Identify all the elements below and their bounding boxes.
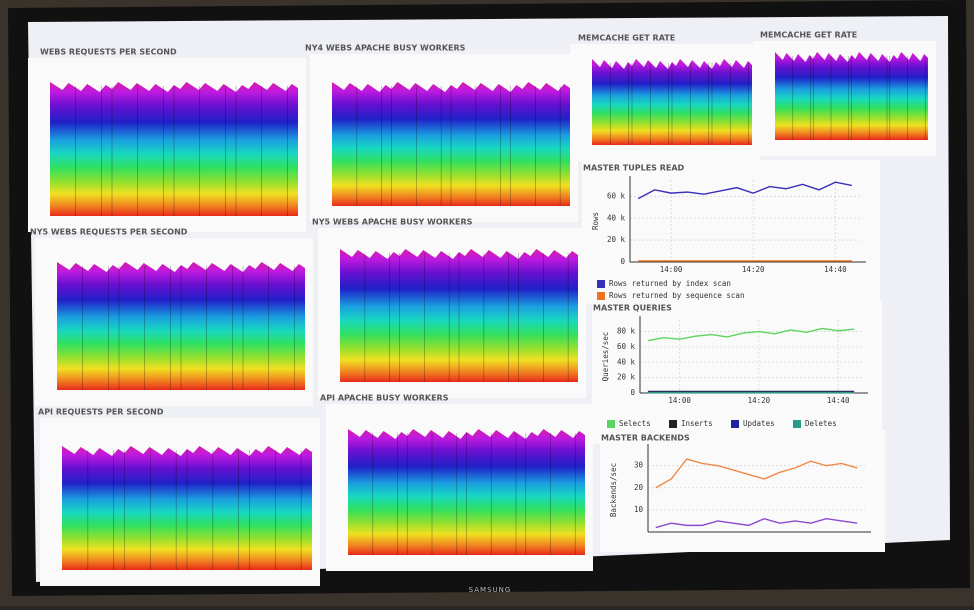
y-tick-label: 80 k: [617, 327, 636, 336]
panel-title: API REQUESTS PER SECOND: [38, 408, 164, 417]
panel-title: MEMCACHE GET RATE: [578, 34, 675, 43]
legend-swatch: [793, 420, 801, 428]
panel-title: MEMCACHE GET RATE: [760, 31, 857, 40]
legend-label: Deletes: [805, 419, 837, 428]
legend-label: Updates: [743, 419, 775, 428]
legend-label: Inserts: [681, 419, 713, 428]
y-tick-label: 20: [634, 483, 644, 492]
x-tick-label: 14:20: [748, 396, 771, 405]
y-tick-label: 40 k: [607, 213, 626, 222]
panel-title: API APACHE BUSY WORKERS: [320, 394, 449, 403]
y-tick-label: 60 k: [617, 342, 636, 351]
x-tick-label: 14:40: [824, 265, 847, 274]
panel-title: WEBS REQUESTS PER SECOND: [40, 48, 177, 57]
legend-label: Rows returned by index scan: [609, 279, 731, 288]
legend-swatch: [597, 280, 605, 288]
chart-title: MASTER TUPLES READ: [583, 164, 685, 173]
legend-label: Rows returned by sequence scan: [609, 291, 744, 300]
panel-title: NY5 WEBS APACHE BUSY WORKERS: [312, 218, 473, 227]
y-tick-label: 10: [634, 505, 644, 514]
legend-swatch: [731, 420, 739, 428]
y-tick-label: 0: [630, 388, 635, 397]
x-tick-label: 14:00: [660, 265, 683, 274]
y-axis-label: Backends/sec: [609, 463, 618, 517]
y-tick-label: 20 k: [607, 235, 626, 244]
panel-title: NY5 WEBS REQUESTS PER SECOND: [30, 228, 188, 237]
legend-swatch: [669, 420, 677, 428]
legend-swatch: [607, 420, 615, 428]
x-tick-label: 14:40: [827, 396, 850, 405]
y-axis-label: Rows: [591, 212, 600, 230]
panel-title: NY4 WEBS APACHE BUSY WORKERS: [305, 44, 466, 53]
y-tick-label: 30: [634, 461, 644, 470]
y-tick-label: 60 k: [607, 191, 626, 200]
y-tick-label: 40 k: [617, 357, 636, 366]
chart-title: MASTER BACKENDS: [601, 434, 690, 443]
legend-swatch: [597, 292, 605, 300]
y-tick-label: 0: [620, 257, 625, 266]
chart-title: MASTER QUERIES: [593, 304, 672, 313]
monitor: SAMSUNG WEBS REQUESTS PER SECOND NY4 WEBS…: [0, 0, 974, 606]
y-tick-label: 20 k: [617, 373, 636, 382]
brand: SAMSUNG: [469, 586, 512, 594]
y-axis-label: Queries/sec: [601, 332, 610, 382]
page: {"brand": "SAMSUNG", "panels": [ {"title…: [0, 0, 974, 606]
x-tick-label: 14:00: [668, 396, 691, 405]
x-tick-label: 14:20: [742, 265, 765, 274]
legend-label: Selects: [619, 419, 651, 428]
